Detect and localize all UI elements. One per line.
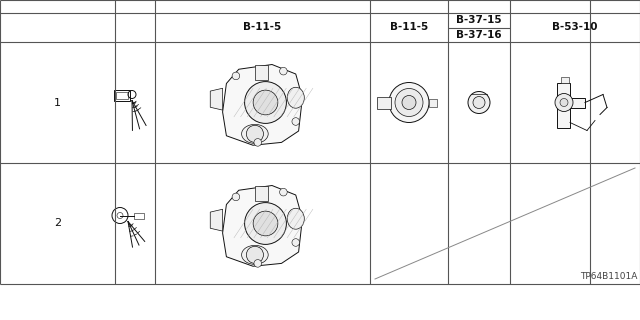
Circle shape xyxy=(244,203,287,244)
Circle shape xyxy=(292,239,300,246)
Circle shape xyxy=(389,83,429,123)
Circle shape xyxy=(280,67,287,75)
Ellipse shape xyxy=(287,208,304,229)
Text: B-53-10: B-53-10 xyxy=(552,22,598,33)
Text: 2: 2 xyxy=(54,219,61,228)
Polygon shape xyxy=(223,186,302,266)
Circle shape xyxy=(254,139,262,146)
Ellipse shape xyxy=(287,87,304,108)
Circle shape xyxy=(253,90,278,115)
Circle shape xyxy=(253,211,278,236)
Text: B-11-5: B-11-5 xyxy=(390,22,428,33)
Polygon shape xyxy=(211,209,223,231)
Text: 1: 1 xyxy=(54,98,61,108)
Polygon shape xyxy=(211,88,223,110)
Bar xyxy=(255,65,268,80)
Text: B-37-15: B-37-15 xyxy=(456,15,502,25)
Ellipse shape xyxy=(242,124,268,143)
Circle shape xyxy=(232,72,240,80)
Circle shape xyxy=(232,193,240,201)
Circle shape xyxy=(555,93,573,111)
Bar xyxy=(561,76,569,83)
Bar xyxy=(134,212,144,219)
Text: B-11-5: B-11-5 xyxy=(243,22,282,33)
Text: B-37-16: B-37-16 xyxy=(456,30,502,40)
Circle shape xyxy=(292,118,300,125)
Circle shape xyxy=(254,260,262,267)
Bar xyxy=(255,186,268,201)
Bar xyxy=(116,92,128,99)
Circle shape xyxy=(246,125,264,142)
Circle shape xyxy=(473,97,485,108)
Circle shape xyxy=(280,188,287,196)
Circle shape xyxy=(395,89,423,116)
Circle shape xyxy=(402,95,416,109)
Polygon shape xyxy=(557,83,585,127)
Ellipse shape xyxy=(242,245,268,264)
Bar xyxy=(429,99,437,107)
Circle shape xyxy=(246,246,264,263)
Circle shape xyxy=(468,92,490,114)
Circle shape xyxy=(244,82,287,124)
Circle shape xyxy=(560,99,568,107)
Polygon shape xyxy=(223,65,302,145)
Text: TP64B1101A: TP64B1101A xyxy=(580,272,637,281)
Bar xyxy=(377,97,391,108)
